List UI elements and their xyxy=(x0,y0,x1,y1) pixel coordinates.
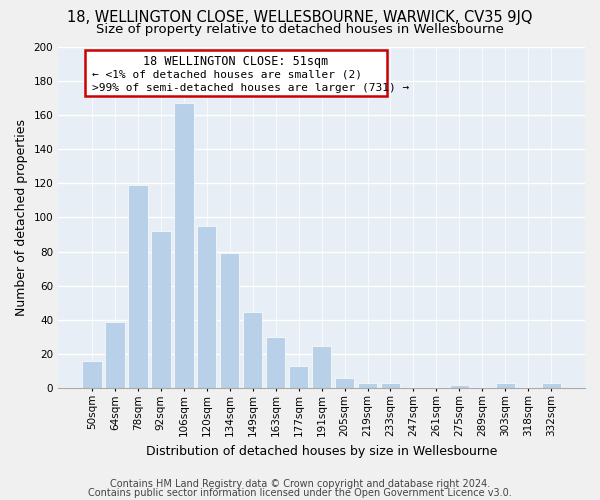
Bar xyxy=(151,231,170,388)
FancyBboxPatch shape xyxy=(85,50,388,96)
Bar xyxy=(335,378,355,388)
Text: 18 WELLINGTON CLOSE: 51sqm: 18 WELLINGTON CLOSE: 51sqm xyxy=(143,55,329,68)
Text: Size of property relative to detached houses in Wellesbourne: Size of property relative to detached ho… xyxy=(96,22,504,36)
Text: ← <1% of detached houses are smaller (2): ← <1% of detached houses are smaller (2) xyxy=(92,69,362,79)
Text: Contains HM Land Registry data © Crown copyright and database right 2024.: Contains HM Land Registry data © Crown c… xyxy=(110,479,490,489)
Text: 18, WELLINGTON CLOSE, WELLESBOURNE, WARWICK, CV35 9JQ: 18, WELLINGTON CLOSE, WELLESBOURNE, WARW… xyxy=(67,10,533,25)
Bar xyxy=(266,337,286,388)
Bar xyxy=(289,366,308,388)
Text: Contains public sector information licensed under the Open Government Licence v3: Contains public sector information licen… xyxy=(88,488,512,498)
Bar xyxy=(174,103,194,389)
Bar xyxy=(197,226,217,388)
Bar xyxy=(496,384,515,388)
Bar xyxy=(449,385,469,388)
Bar xyxy=(381,384,400,388)
Bar xyxy=(243,312,262,388)
Bar xyxy=(105,322,125,388)
Bar xyxy=(82,361,101,388)
Bar xyxy=(312,346,331,389)
Bar xyxy=(128,185,148,388)
X-axis label: Distribution of detached houses by size in Wellesbourne: Distribution of detached houses by size … xyxy=(146,444,497,458)
Y-axis label: Number of detached properties: Number of detached properties xyxy=(15,119,28,316)
Bar xyxy=(358,384,377,388)
Bar xyxy=(220,254,239,388)
Text: >99% of semi-detached houses are larger (731) →: >99% of semi-detached houses are larger … xyxy=(92,83,410,93)
Bar xyxy=(542,384,561,388)
